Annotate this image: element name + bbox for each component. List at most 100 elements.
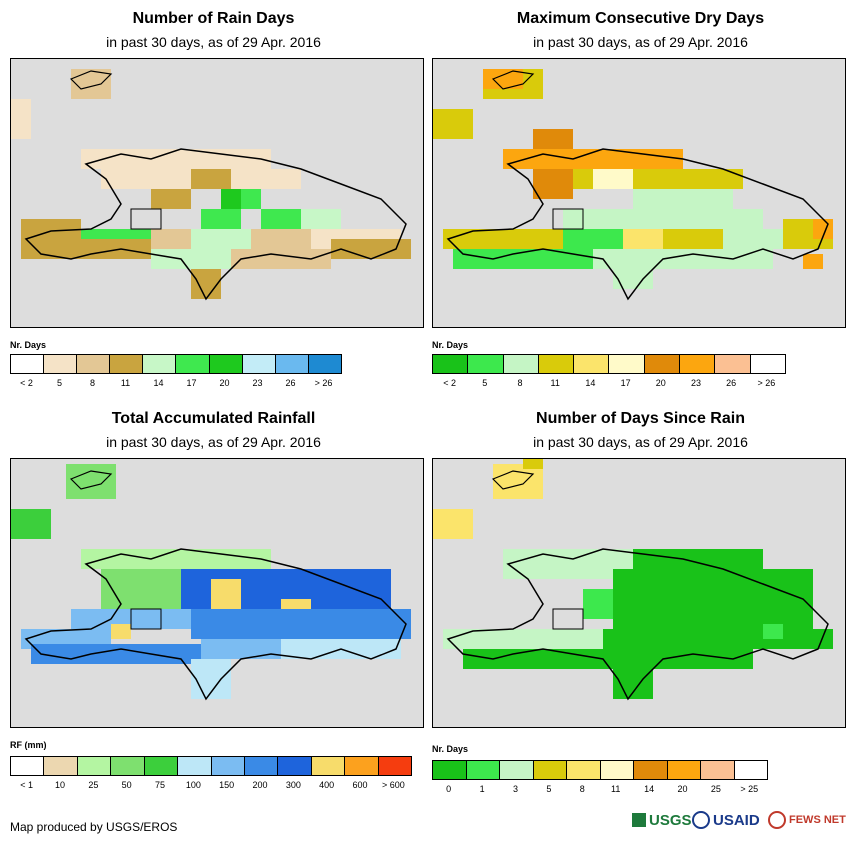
legend-label: 17 xyxy=(620,378,631,388)
legend-label: > 25 xyxy=(740,784,759,794)
legend-swatch xyxy=(468,355,504,373)
legend-label: 8 xyxy=(579,784,585,794)
legend-label: 25 xyxy=(88,780,99,790)
fewsnet-icon xyxy=(768,811,786,829)
legend-swatch xyxy=(345,757,379,775)
panel-since-rain: Number of Days Since Rain in past 30 day… xyxy=(427,400,854,800)
map-svg xyxy=(433,459,845,727)
legend-label: 23 xyxy=(252,378,263,388)
legend-swatch xyxy=(110,355,144,373)
legend-label: 20 xyxy=(219,378,230,388)
island-outline xyxy=(446,148,829,301)
legend-swatch xyxy=(378,757,412,775)
legend-swatch xyxy=(44,757,78,775)
legend-label: 25 xyxy=(710,784,721,794)
legend-swatch xyxy=(311,757,346,775)
legend-bar xyxy=(432,354,786,374)
map-rainfall xyxy=(10,458,424,728)
legend-swatch xyxy=(503,355,539,373)
legend-swatch xyxy=(500,761,534,779)
legend-label: 400 xyxy=(319,780,335,790)
legend-swatch xyxy=(609,355,645,373)
map-dry-days xyxy=(432,58,846,328)
legend-label: 11 xyxy=(611,784,621,794)
legend-title: RF (mm) xyxy=(10,740,47,750)
fewsnet-logo-text: FEWS NET xyxy=(789,814,846,826)
panel-subtitle: in past 30 days, as of 29 Apr. 2016 xyxy=(106,34,321,50)
legend-label: 17 xyxy=(186,378,197,388)
legend-label: 5 xyxy=(482,378,488,388)
legend-title: Nr. Days xyxy=(10,340,47,350)
legend-label: > 600 xyxy=(381,780,405,790)
island-outline xyxy=(24,548,407,701)
legend-label: > 26 xyxy=(314,378,333,388)
legend-bar xyxy=(10,354,342,374)
panel-subtitle: in past 30 days, as of 29 Apr. 2016 xyxy=(106,434,321,450)
legend-label: < 2 xyxy=(443,378,456,388)
legend-swatch xyxy=(600,761,634,779)
legend-swatch xyxy=(634,761,668,779)
panel-subtitle: in past 30 days, as of 29 Apr. 2016 xyxy=(533,34,748,50)
legend-swatch xyxy=(143,355,177,373)
legend-swatch xyxy=(176,355,210,373)
legend-title: Nr. Days xyxy=(432,340,469,350)
legend-swatch xyxy=(211,757,245,775)
legend-label: 300 xyxy=(285,780,301,790)
legend-swatch xyxy=(275,355,309,373)
legend-label: > 26 xyxy=(757,378,776,388)
map-rain-days xyxy=(10,58,424,328)
island-outline xyxy=(24,148,407,301)
fewsnet-logo: FEWS NET xyxy=(768,808,846,832)
legend-label: 14 xyxy=(153,378,164,388)
legend-title: Nr. Days xyxy=(432,744,469,754)
legend-swatch xyxy=(178,757,212,775)
panel-subtitle: in past 30 days, as of 29 Apr. 2016 xyxy=(533,434,748,450)
legend-label: 10 xyxy=(54,780,65,790)
legend-swatch xyxy=(701,761,735,779)
legend-swatch xyxy=(538,355,575,373)
legend-swatch xyxy=(44,355,78,373)
grid-cells xyxy=(11,69,411,299)
legend-swatch xyxy=(433,761,467,779)
usaid-logo: USAID xyxy=(692,808,760,832)
legend-label: 600 xyxy=(352,780,368,790)
legend-label: 200 xyxy=(252,780,268,790)
panel-rainfall: Total Accumulated Rainfall in past 30 da… xyxy=(0,400,427,800)
island-outline xyxy=(446,548,829,701)
legend-swatch xyxy=(715,355,751,373)
usgs-logo-text: USGS xyxy=(649,811,692,829)
legend-label: < 1 xyxy=(20,780,34,790)
legend-label: 26 xyxy=(285,378,296,388)
legend-label: 100 xyxy=(185,780,201,790)
legend-label: 75 xyxy=(154,780,165,790)
legend-swatch xyxy=(77,757,112,775)
legend-label: 11 xyxy=(550,378,560,388)
legend-label: 5 xyxy=(546,784,552,794)
map-svg xyxy=(433,59,845,327)
panel-title: Maximum Consecutive Dry Days xyxy=(516,10,765,27)
legend-swatch xyxy=(242,355,276,373)
usgs-logo: USGS xyxy=(632,808,692,832)
grid-cells xyxy=(433,69,833,289)
legend-swatch xyxy=(667,761,701,779)
legend-label: 14 xyxy=(585,378,596,388)
legend-label: 0 xyxy=(446,784,452,794)
legend-label: 8 xyxy=(89,378,95,388)
legend-swatch xyxy=(244,757,279,775)
legend-swatch xyxy=(209,355,243,373)
map-svg xyxy=(11,459,423,727)
panel-title: Number of Rain Days xyxy=(132,10,295,27)
legend-swatch xyxy=(680,355,716,373)
map-since-rain xyxy=(432,458,846,728)
legend-label: 5 xyxy=(56,378,62,388)
panel-title: Total Accumulated Rainfall xyxy=(111,410,316,427)
panel-rain-days: Number of Rain Days in past 30 days, as … xyxy=(0,0,427,400)
usaid-logo-text: USAID xyxy=(713,811,760,829)
panel-dry-days: Maximum Consecutive Dry Days in past 30 … xyxy=(427,0,854,400)
legend-label: 8 xyxy=(517,378,523,388)
legend-swatch xyxy=(574,355,610,373)
legend-label: 11 xyxy=(120,378,131,388)
legend-label: 20 xyxy=(655,378,666,388)
legend-bar xyxy=(10,756,412,776)
footer-credit: Map produced by USGS/EROS xyxy=(10,820,178,834)
